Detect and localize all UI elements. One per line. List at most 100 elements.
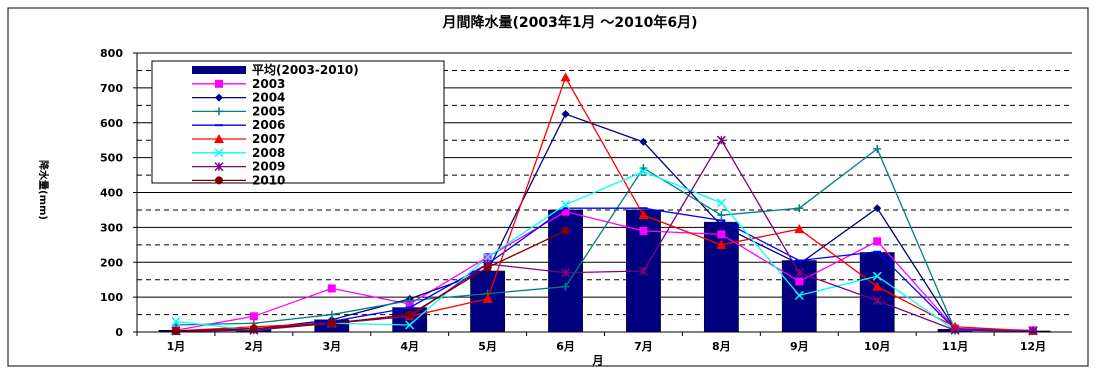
point-marker (215, 176, 223, 185)
bar (703, 221, 739, 333)
legend-label: 2006 (252, 118, 285, 132)
y-tick-label: 300 (100, 221, 123, 234)
legend-item: 2006 (192, 118, 285, 132)
point-marker (171, 326, 180, 335)
point-marker (215, 93, 223, 102)
point-marker (872, 271, 882, 281)
axes: 0 100 200 300 400 500 600 700 800 1月 2月 3月 4月 5月 6月 7月 8… (100, 47, 1072, 353)
point-marker (405, 310, 414, 319)
point-marker (873, 144, 882, 153)
point-marker (561, 207, 570, 216)
point-marker (717, 221, 726, 230)
point-marker (950, 325, 960, 335)
point-marker (795, 259, 804, 268)
y-tick-label: 0 (115, 326, 123, 339)
x-axis-label: 月 (592, 354, 604, 367)
point-marker (327, 319, 336, 328)
series-line (175, 113, 1034, 332)
point-marker (872, 296, 882, 306)
point-marker (638, 266, 648, 276)
point-marker (405, 296, 414, 305)
legend-box (151, 60, 445, 184)
point-marker (327, 310, 336, 319)
point-marker (561, 268, 571, 278)
point-marker (1028, 326, 1038, 336)
point-marker (561, 200, 571, 210)
point-marker (794, 268, 804, 278)
point-marker (171, 317, 181, 327)
legend-item: 2005 (192, 104, 285, 118)
legend-item: 2010 (192, 173, 285, 187)
point-marker (482, 293, 493, 303)
point-marker (560, 72, 571, 82)
point-marker (873, 237, 882, 246)
legend-label: 平均(2003-2010) (252, 62, 359, 77)
legend-item: 2009 (192, 160, 285, 174)
point-marker (561, 282, 570, 291)
y-tick-label: 700 (100, 82, 123, 95)
legend-label: 2010 (252, 173, 285, 187)
point-marker (483, 263, 492, 272)
legend-item: 2008 (192, 146, 285, 160)
point-marker (795, 277, 804, 286)
point-marker (249, 312, 258, 321)
legend-label: 2003 (252, 77, 285, 91)
chart-title: 月間降水量(2003年1月 〜2010年6月) (441, 14, 697, 31)
point-marker (405, 320, 415, 330)
x-tick-label: 4月 (400, 340, 419, 353)
point-marker (795, 204, 804, 213)
point-marker (561, 226, 570, 235)
y-tick-label: 800 (100, 47, 123, 60)
point-marker (249, 324, 258, 333)
legend-label: 2007 (252, 132, 285, 146)
point-marker (794, 290, 804, 300)
point-marker (716, 198, 726, 208)
x-tick-label: 2月 (245, 340, 264, 353)
y-tick-label: 100 (100, 291, 123, 304)
legend-item: 2003 (192, 77, 285, 91)
point-marker (214, 148, 224, 158)
legend: 平均(2003-2010)200320042005200620072008200… (151, 60, 445, 187)
point-marker (214, 134, 224, 143)
point-marker (716, 239, 727, 249)
point-marker (214, 162, 224, 172)
point-marker (872, 281, 883, 291)
legend-label: 2005 (252, 104, 285, 118)
legend-swatch (192, 66, 246, 74)
y-tick-label: 600 (100, 117, 123, 130)
point-marker (483, 252, 493, 262)
legend-item: 2007 (192, 132, 285, 146)
point-marker (327, 284, 336, 293)
series-line (175, 147, 1034, 332)
legend-label: 2004 (252, 91, 285, 105)
point-marker (638, 210, 649, 220)
x-tick-label: 7月 (634, 340, 653, 353)
legend-label: 2009 (252, 160, 285, 174)
legend-item: 2004 (192, 91, 285, 105)
x-tick-label: 9月 (790, 340, 809, 353)
x-tick-label: 12月 (1020, 340, 1046, 353)
x-tick-label: 10月 (864, 340, 890, 353)
legend-item: 平均(2003-2010) (192, 62, 359, 77)
y-tick-label: 400 (100, 187, 123, 200)
y-tick-label: 200 (100, 256, 123, 269)
point-marker (215, 79, 223, 88)
x-tick-label: 8月 (712, 340, 731, 353)
line-series (170, 72, 1039, 336)
x-tick-label: 1月 (167, 340, 186, 353)
point-marker (561, 110, 570, 119)
point-marker (873, 204, 882, 213)
series-line (175, 230, 566, 332)
point-marker (215, 107, 223, 116)
point-marker (639, 137, 648, 146)
point-marker (716, 135, 726, 145)
y-axis-label: 降水量(mm) (37, 160, 50, 220)
series-2010 (171, 226, 570, 335)
point-marker (717, 230, 726, 239)
series-line (175, 210, 1034, 331)
x-tick-label: 6月 (556, 340, 575, 353)
point-marker (639, 226, 648, 235)
point-marker (638, 167, 648, 177)
